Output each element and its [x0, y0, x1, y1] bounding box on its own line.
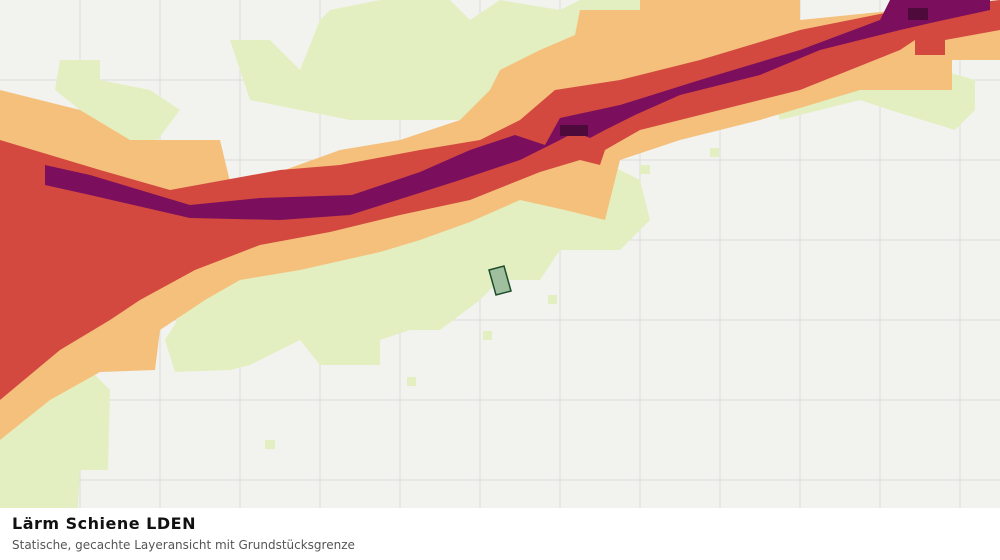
noise-zone-high	[0, 0, 1000, 400]
map-subtitle: Statische, gecachte Layeransicht mit Gru…	[12, 538, 355, 552]
noise-zone-extreme	[560, 8, 928, 136]
noise-zone-very-high	[45, 0, 990, 220]
caption: Lärm Schiene LDEN Statische, gecachte La…	[0, 508, 1000, 560]
noise-zone-medium	[0, 0, 1000, 440]
parcel-boundary	[488, 265, 512, 296]
noise-map	[0, 0, 1000, 508]
map-title: Lärm Schiene LDEN	[12, 514, 196, 533]
